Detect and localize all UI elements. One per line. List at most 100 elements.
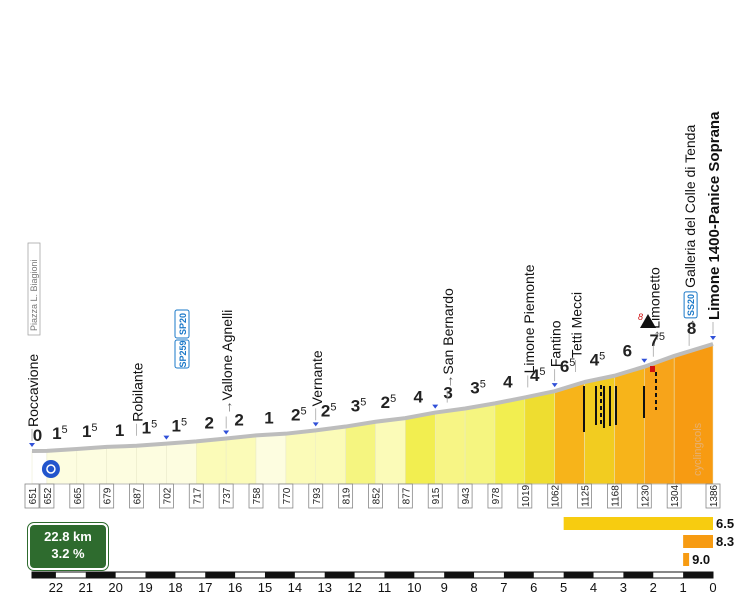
altitude-label: 943	[457, 483, 473, 509]
altitude-label-text: 679	[103, 487, 114, 504]
place-marker	[551, 383, 558, 388]
gradient-label: 4	[503, 372, 513, 391]
place-arrow-icon: →	[219, 400, 235, 414]
altitude-label-box	[99, 483, 115, 509]
profile-segment	[76, 446, 107, 485]
altitude-label-box	[159, 483, 174, 509]
altitude-label-box	[427, 483, 443, 509]
profile-segment	[196, 438, 227, 485]
profile-segment	[554, 381, 585, 485]
altitude-label-text: 687	[133, 487, 144, 504]
gradient-label: 25	[381, 393, 397, 412]
altitude-label: 915	[427, 483, 443, 509]
warning-triangle-icon	[640, 314, 656, 328]
steep-section-label: 8.3	[716, 534, 734, 549]
gradient-label: 4	[414, 388, 424, 407]
place-marker	[29, 443, 35, 447]
altitude-label-text: 758	[252, 487, 263, 504]
km-tick-label: 0	[709, 580, 716, 595]
km-tick-label: 2	[650, 580, 657, 595]
place-arrow-icon: →	[440, 375, 456, 389]
altitude-label-text: 737	[222, 487, 233, 504]
steep-section-bar	[563, 517, 713, 530]
place-name-group: Limone Piemonte	[521, 264, 537, 373]
altitude-label: 1304	[666, 483, 682, 509]
altitude-label: 1386	[705, 483, 721, 509]
profile-segment	[285, 430, 316, 485]
gradient-label: 8	[687, 319, 696, 338]
altitude-label: 793	[308, 483, 324, 509]
road-badge: SP259	[178, 340, 188, 367]
km-axis-block	[683, 572, 713, 578]
profile-segment	[464, 403, 496, 485]
km-tick-label: 5	[560, 580, 567, 595]
altitude-label-box	[24, 483, 40, 509]
profile-segment	[614, 366, 645, 485]
place-name: Galleria del Colle di Tenda	[682, 125, 698, 288]
altitude-label-box	[636, 483, 652, 509]
altitude-label-text: 1168	[610, 485, 621, 507]
place-name-group: Robilante	[130, 362, 146, 421]
place-name-group: Vernante	[309, 350, 325, 406]
altitude-label-text: 651	[28, 487, 39, 504]
profile-segment	[524, 390, 555, 485]
place-marker	[223, 430, 230, 435]
km-axis-block	[264, 572, 295, 578]
place-subtitle: Piazza L. Biagioni	[29, 259, 39, 331]
altitude-label-box	[457, 483, 473, 509]
place-name: Vernante	[309, 350, 325, 406]
profile-group	[31, 342, 714, 485]
altitude-label: 1019	[517, 483, 533, 509]
km-tick-label: 17	[198, 580, 212, 595]
km-tick-label: 9	[441, 580, 448, 595]
profile-segment	[405, 412, 436, 485]
altitude-label: 737	[218, 483, 234, 509]
km-tick-label: 8	[470, 580, 477, 595]
gradient-label: 0	[33, 426, 42, 445]
gradient-label: 1	[264, 409, 273, 428]
place-marker	[641, 358, 648, 363]
altitude-label-box	[705, 483, 721, 509]
road-badge-group: SP20	[174, 309, 190, 339]
altitude-label: 652	[39, 483, 55, 509]
km-tick-label: 13	[317, 580, 331, 595]
km-tick-label: 21	[79, 580, 93, 595]
gradient-label: 15	[172, 416, 188, 435]
place-name-group: →Limonetto	[646, 267, 662, 343]
gradient-label: 15	[82, 422, 98, 441]
steep-section-bar	[683, 553, 690, 566]
roundabout-ring	[46, 464, 56, 474]
altitude-label: 1125	[577, 483, 592, 509]
place-name: Limone 1400-Panice Soprana	[706, 111, 723, 320]
gradient-label: 2	[204, 413, 213, 432]
altitude-label-box	[69, 483, 85, 509]
altitude-label-text: 877	[401, 487, 412, 504]
km-axis-block	[145, 572, 176, 578]
place-name: Fantino	[548, 320, 564, 367]
altitude-label-box	[248, 483, 264, 509]
place-name: Limone Piemonte	[521, 264, 537, 373]
km-tick-label: 3	[620, 580, 627, 595]
altitude-label-box	[397, 483, 413, 509]
km-tick-label: 18	[168, 580, 182, 595]
km-tick-label: 15	[258, 580, 272, 595]
watermark: cyclingcols	[692, 422, 704, 476]
place-name: Roccavione	[25, 354, 41, 427]
altitude-label-box	[487, 483, 503, 509]
altitude-label-box	[338, 483, 354, 509]
altitude-label: 978	[487, 483, 503, 509]
road-badge-box	[683, 291, 698, 319]
altitude-label-text: 943	[461, 487, 472, 504]
profile-segment	[166, 441, 197, 485]
road-badge-box	[174, 339, 190, 369]
profile-segment	[345, 421, 376, 485]
warning-value: 8	[638, 312, 643, 322]
altitude-label-box	[547, 483, 563, 509]
gradient-label: 35	[470, 378, 486, 397]
altitude-label-box	[607, 483, 622, 509]
steep-section-bar	[683, 535, 713, 548]
road-badge: SS20	[686, 294, 696, 316]
altitude-label: 758	[248, 483, 264, 509]
altitude-label-text: 702	[162, 487, 173, 504]
place-name-group: Fantino	[548, 320, 564, 367]
